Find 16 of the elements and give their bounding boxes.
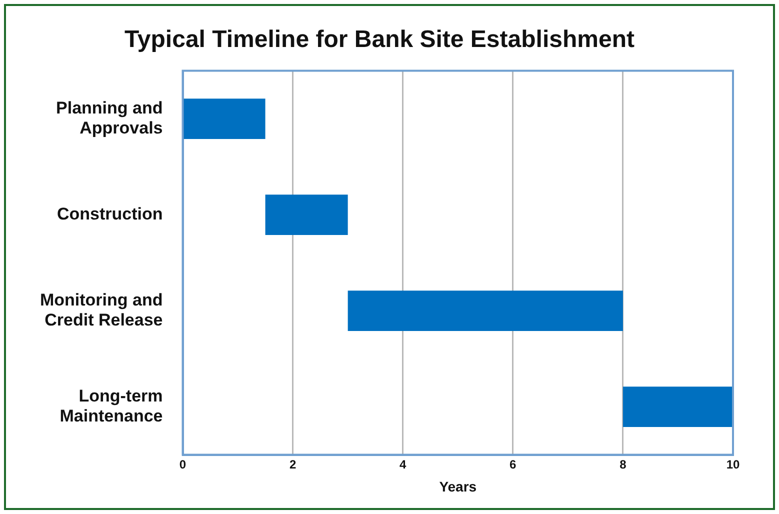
x-axis-title: Years xyxy=(439,478,477,494)
x-tick-label: 6 xyxy=(510,457,517,472)
y-tick-label: Long-term Maintenance xyxy=(60,386,163,426)
x-tick-label: 2 xyxy=(289,457,296,472)
chart-title: Typical Timeline for Bank Site Establishment xyxy=(124,26,634,54)
bar xyxy=(622,386,733,427)
x-tick-label: 0 xyxy=(179,457,186,472)
bar xyxy=(348,290,623,331)
x-tick-label: 10 xyxy=(726,457,740,472)
y-tick-label: Monitoring and Credit Release xyxy=(40,290,163,330)
bar xyxy=(184,98,266,139)
y-tick-label: Construction xyxy=(56,204,163,224)
y-tick-label: Planning and Approvals xyxy=(56,98,163,138)
bar xyxy=(265,194,348,235)
x-tick-label: 8 xyxy=(620,457,627,472)
x-tick-label: 4 xyxy=(400,457,407,472)
